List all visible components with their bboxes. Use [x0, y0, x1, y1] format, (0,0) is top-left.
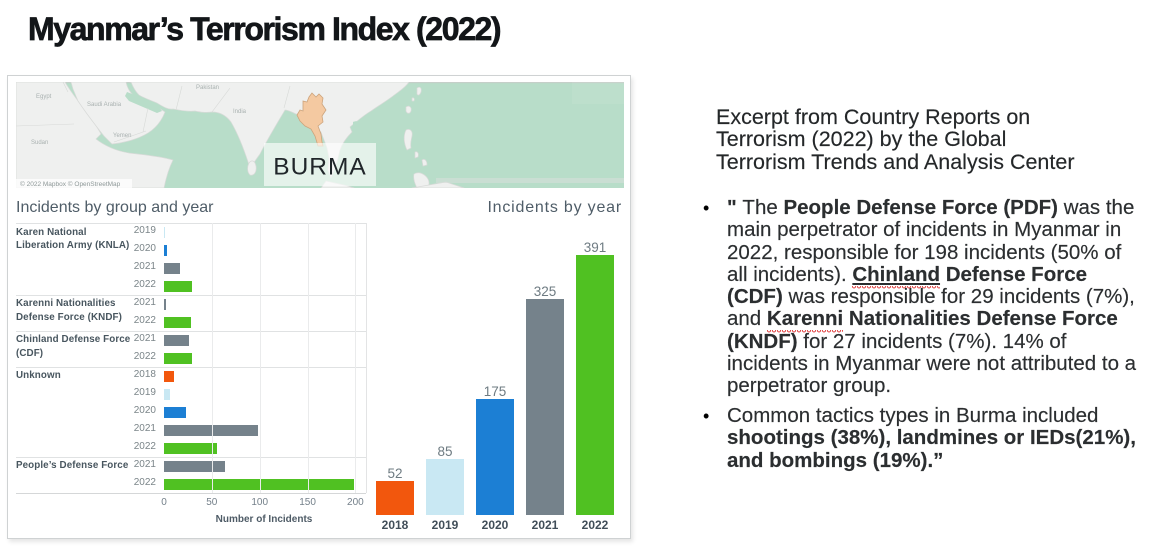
svg-text:India: India: [233, 109, 247, 115]
svg-text:Pakistan: Pakistan: [196, 85, 219, 91]
svg-text:Saudi Arabia: Saudi Arabia: [87, 102, 122, 108]
svg-text:© 2022 Mapbox © OpenStreetMap: © 2022 Mapbox © OpenStreetMap: [20, 180, 121, 188]
svg-text:Sudan: Sudan: [31, 140, 48, 146]
svg-text:BURMA: BURMA: [273, 154, 366, 181]
svg-text:Yemen: Yemen: [113, 133, 131, 139]
svg-text:Egypt: Egypt: [36, 94, 52, 100]
